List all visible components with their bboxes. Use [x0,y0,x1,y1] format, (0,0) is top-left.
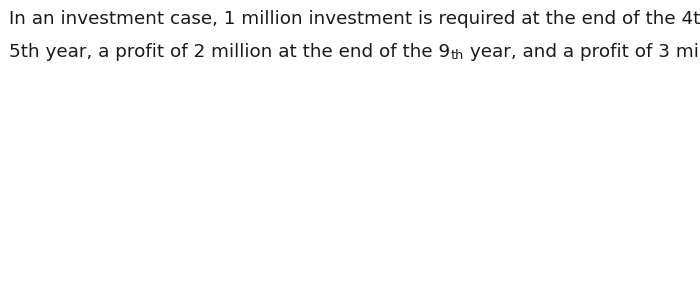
Text: In an investment case, 1 million investment is required at the end of the 4th an: In an investment case, 1 million investm… [9,10,700,28]
Text: th: th [450,49,463,62]
Text: 5th year, a profit of 2 million at the end of the 9: 5th year, a profit of 2 million at the e… [9,43,450,61]
Text: year, and a profit of 3 million at: year, and a profit of 3 million at [463,43,700,61]
